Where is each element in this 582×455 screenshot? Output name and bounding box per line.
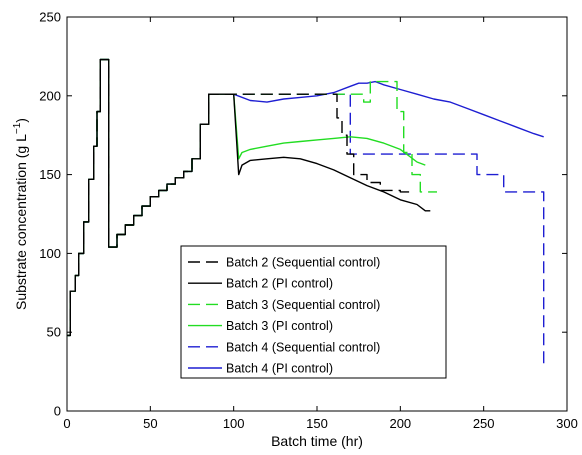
y-axis: 0 50 100 150 200 250: [39, 10, 567, 419]
x-tick-label: 150: [306, 416, 328, 431]
y-tick-label: 100: [39, 246, 61, 261]
y-axis-title-superscript: −1: [12, 122, 23, 134]
legend: Batch 2 (Sequential control) Batch 2 (PI …: [180, 245, 447, 379]
series-layer: [67, 58, 545, 369]
x-tick-label: 300: [556, 416, 578, 431]
y-tick-label: 250: [39, 10, 61, 25]
legend-label-batch-3-pi-control: Batch 3 (PI control): [226, 319, 333, 333]
y-tick-label: 150: [39, 167, 61, 182]
series-line-batch-2-sequential-control: [67, 58, 414, 337]
legend-label-batch-2-sequential-control: Batch 2 (Sequential control): [226, 256, 380, 270]
legend-label-batch-4-pi-control: Batch 4 (PI control): [226, 362, 333, 376]
y-tick-label: 200: [39, 88, 61, 103]
y-axis-title-main: Substrate concentration (g L: [13, 134, 29, 310]
x-axis-title: Batch time (hr): [271, 433, 363, 449]
y-tick-label: 0: [54, 404, 61, 419]
legend-box: [180, 245, 447, 379]
x-tick-label: 0: [63, 416, 70, 431]
legend-label-batch-3-sequential-control: Batch 3 (Sequential control): [226, 298, 380, 312]
legend-label-batch-4-sequential-control: Batch 4 (Sequential control): [226, 340, 380, 354]
x-tick-label: 200: [389, 416, 411, 431]
y-axis-title: Substrate concentration (g L−1): [12, 118, 29, 310]
x-axis: 0 50 100 150 200 250 300: [63, 17, 578, 431]
x-tick-label: 100: [223, 416, 245, 431]
y-tick-label: 50: [47, 325, 61, 340]
y-axis-title-close: ): [13, 118, 29, 123]
x-tick-label: 250: [473, 416, 495, 431]
legend-label-batch-2-pi-control: Batch 2 (PI control): [226, 277, 333, 291]
x-tick-label: 50: [143, 416, 157, 431]
